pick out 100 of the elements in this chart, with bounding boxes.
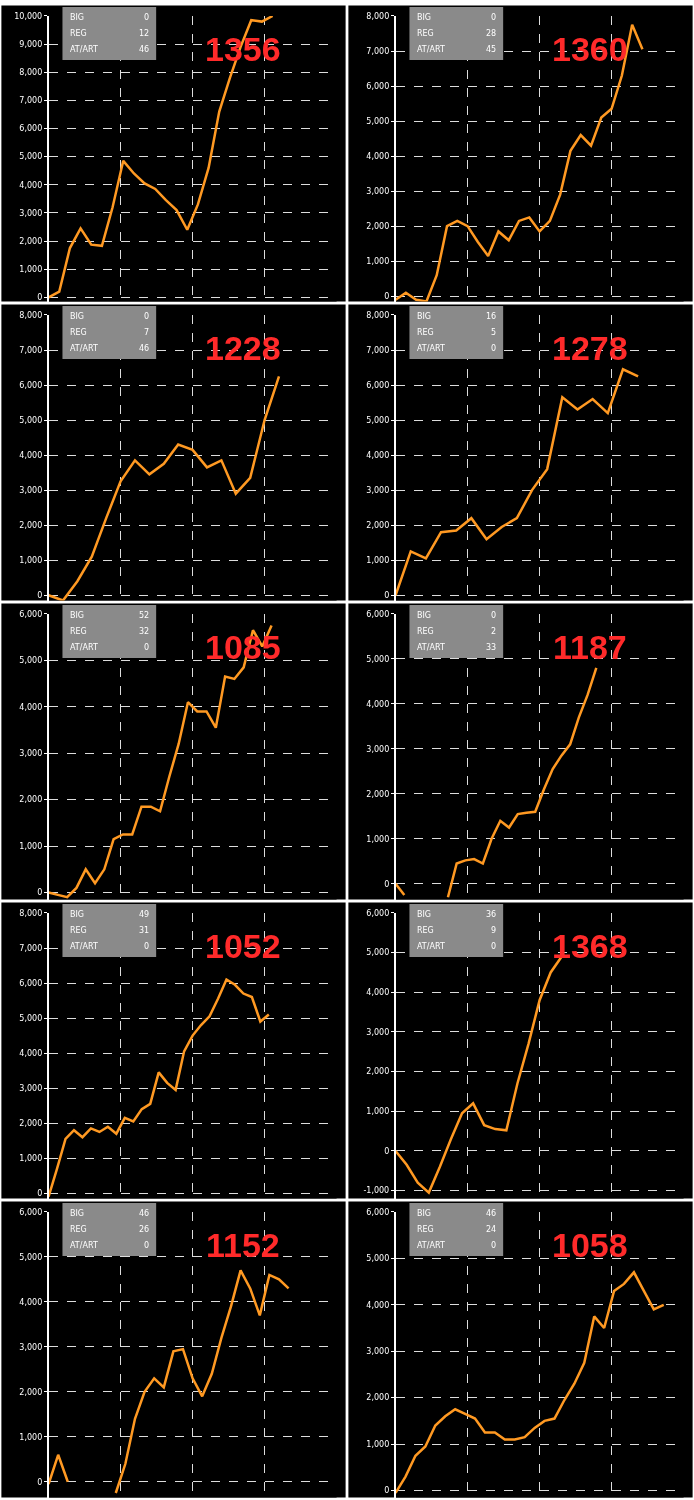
text: AT/ART 0: [417, 1241, 497, 1250]
y-tick-label: 5,000: [366, 654, 390, 664]
y-tick-label: 3,000: [366, 744, 390, 754]
text: AT/ART 46: [70, 344, 150, 353]
y-tick-label: 6,000: [19, 609, 43, 619]
y-tick-label: 6,000: [366, 1207, 390, 1217]
text: REG 9: [417, 926, 497, 935]
text: BIG 52: [70, 611, 150, 620]
y-tick-label: 6,000: [366, 380, 390, 390]
y-tick-label: 2,000: [19, 795, 43, 805]
y-tick-label: 3,000: [366, 1347, 390, 1357]
y-tick-label: 0: [384, 1486, 390, 1496]
y-tick-label: 8,000: [366, 11, 390, 21]
y-tick-label: 2,000: [366, 221, 390, 231]
text: REG 2: [417, 627, 497, 636]
line-series: [395, 23, 644, 302]
y-tick-label: 3,000: [366, 485, 390, 495]
y-tick-label: 4,000: [19, 1048, 43, 1058]
y-tick-label: -1,000: [363, 1186, 390, 1196]
line-series: [395, 368, 640, 597]
text: AT/ART 0: [70, 1241, 150, 1250]
y-tick-label: 2,000: [366, 789, 390, 799]
y-tick-label: 2,000: [19, 1118, 43, 1128]
text: AT/ART 46: [70, 45, 150, 54]
y-tick-label: 3,000: [19, 1083, 43, 1093]
y-tick-label: 4,000: [366, 450, 390, 460]
y-tick-label: 8,000: [19, 68, 43, 78]
text: REG 5: [417, 328, 497, 337]
text: BIG 0: [417, 13, 497, 22]
y-tick-label: 7,000: [19, 943, 43, 953]
y-tick-label: 3,000: [366, 186, 390, 196]
y-tick-label: 6,000: [366, 908, 390, 918]
y-tick-label: 1,000: [366, 556, 390, 566]
y-tick-label: 6,000: [366, 81, 390, 91]
y-tick-label: 0: [37, 888, 43, 898]
y-tick-label: 3,000: [19, 208, 43, 218]
y-tick-label: 3,000: [19, 485, 43, 495]
y-tick-label: 3,000: [19, 749, 43, 759]
chart-title: 1360: [552, 30, 628, 68]
y-tick-label: 1,000: [19, 1154, 43, 1164]
text: BIG 0: [70, 13, 150, 22]
y-tick-label: 4,000: [19, 1297, 43, 1307]
y-tick-label: 5,000: [366, 1254, 390, 1264]
line-series: [446, 666, 598, 899]
y-tick-label: 1,000: [19, 264, 43, 274]
y-tick-label: 0: [384, 1146, 390, 1156]
y-tick-label: 5,000: [19, 415, 43, 425]
y-tick-label: 5,000: [19, 1252, 43, 1262]
y-tick-label: 4,000: [19, 180, 43, 190]
y-tick-label: 4,000: [366, 988, 390, 998]
text: BIG 46: [417, 1209, 497, 1218]
y-tick-label: 7,000: [19, 345, 43, 355]
text: REG 28: [417, 29, 497, 38]
y-tick-label: 4,000: [366, 699, 390, 709]
y-tick-label: 7,000: [366, 345, 390, 355]
y-tick-label: 4,000: [19, 702, 43, 712]
y-tick-label: 5,000: [19, 1013, 43, 1023]
y-tick-label: 1,000: [366, 834, 390, 844]
y-tick-label: 0: [384, 591, 390, 601]
text: BIG 0: [417, 611, 497, 620]
y-tick-label: 2,000: [366, 1393, 390, 1403]
line-series: [395, 1271, 665, 1495]
text: AT/ART 0: [417, 942, 497, 951]
text: AT/ART 0: [70, 942, 150, 951]
y-tick-label: 7,000: [366, 46, 390, 56]
y-tick-label: 7,000: [19, 96, 43, 106]
chart-title: 1228: [205, 329, 281, 367]
y-tick-label: 6,000: [19, 978, 43, 988]
text: BIG 49: [70, 910, 150, 919]
text: REG 12: [70, 29, 150, 38]
text: BIG 46: [70, 1209, 150, 1218]
y-tick-label: 5,000: [366, 116, 390, 126]
y-tick-label: 5,000: [19, 152, 43, 162]
y-tick-label: 2,000: [19, 236, 43, 246]
line-series: [48, 978, 271, 1198]
y-tick-label: 4,000: [19, 450, 43, 460]
y-tick-label: 6,000: [19, 124, 43, 134]
text: REG 7: [70, 328, 150, 337]
chart-title: 1187: [553, 628, 627, 666]
line-series: [114, 1269, 290, 1495]
y-tick-label: 1,000: [366, 1439, 390, 1449]
y-tick-label: 10,000: [14, 11, 43, 21]
text: REG 26: [70, 1225, 150, 1234]
y-tick-label: 6,000: [19, 380, 43, 390]
y-tick-label: 1,000: [19, 556, 43, 566]
y-tick-label: 4,000: [366, 1300, 390, 1310]
text: BIG 16: [417, 312, 497, 321]
text: REG 31: [70, 926, 150, 935]
y-tick-label: 6,000: [19, 1207, 43, 1217]
text: AT/ART 45: [417, 45, 497, 54]
y-tick-label: 0: [384, 879, 390, 889]
y-tick-label: 5,000: [366, 415, 390, 425]
y-tick-label: 1,000: [19, 1432, 43, 1442]
text: REG 32: [70, 627, 150, 636]
chart-title: 1278: [552, 329, 628, 367]
text: BIG 36: [417, 910, 497, 919]
y-tick-label: 1,000: [366, 257, 390, 267]
y-tick-label: 8,000: [19, 908, 43, 918]
y-tick-label: 0: [37, 1189, 43, 1199]
y-tick-label: 1,000: [19, 841, 43, 851]
